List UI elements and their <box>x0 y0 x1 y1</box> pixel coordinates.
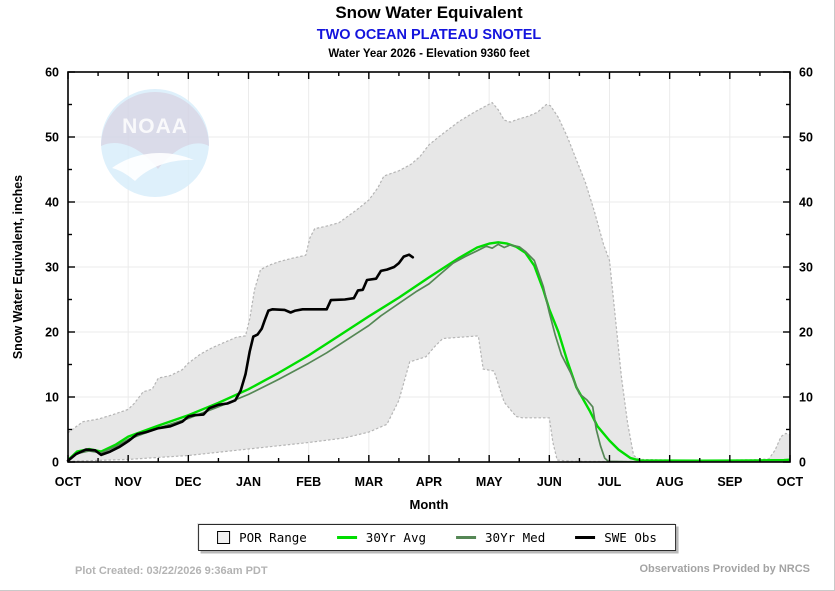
y-tick-label-left: 0 <box>52 456 59 470</box>
y-tick-label-left: 40 <box>45 196 59 210</box>
med-30yr-line <box>67 243 790 463</box>
noaa-logo-watermark: NOAA <box>101 89 209 197</box>
line-swatch <box>336 536 357 539</box>
x-tick-label: AUG <box>656 475 684 489</box>
x-axis-title: Month <box>409 497 449 512</box>
y-tick-label-right: 60 <box>799 66 813 80</box>
y-tick-label-right: 50 <box>799 131 813 145</box>
swe-obs-line <box>66 253 415 463</box>
x-tick-label: MAR <box>355 475 383 489</box>
x-tick-label: DEC <box>175 475 201 489</box>
legend-label: SWE Obs <box>604 530 657 545</box>
y-tick-label-left: 10 <box>45 391 59 405</box>
x-tick-label: SEP <box>717 475 742 489</box>
legend-label: 30Yr Avg <box>365 530 427 545</box>
por-range-min-line <box>67 335 791 463</box>
data-layer <box>66 101 791 463</box>
y-tick-label-left: 60 <box>45 66 59 80</box>
x-tick-label: JUL <box>598 475 622 489</box>
legend-item-30yr-avg: 30Yr Avg <box>336 530 427 545</box>
legend-label: POR Range <box>239 530 307 545</box>
swe-chart: NOAA 0 0 10 10 20 20 30 30 40 40 50 50 60 60 OCT NOV DEC… <box>45 66 813 490</box>
station-name: TWO OCEAN PLATEAU SNOTEL <box>316 27 542 43</box>
line-swatch <box>575 536 596 539</box>
legend-item-por-range: POR Range <box>217 530 307 545</box>
water-year-elevation: Water Year 2026 - Elevation 9360 feet <box>328 48 530 60</box>
noaa-watermark-text: NOAA <box>122 115 188 138</box>
y-tick-label-right: 30 <box>799 261 813 275</box>
avg-30yr-line <box>67 241 791 462</box>
x-tick-label: JAN <box>236 475 261 489</box>
x-tick-label: JUN <box>537 475 562 489</box>
x-tick-label: OCT <box>55 475 82 489</box>
por-range-max-line <box>67 101 791 461</box>
legend-label: 30Yr Med <box>485 530 546 545</box>
y-tick-label-left: 30 <box>45 261 59 275</box>
x-tick-label: FEB <box>296 475 321 489</box>
plot-created-timestamp: Plot Created: 03/22/2026 9:36am PDT <box>75 565 268 577</box>
por-range-area <box>68 102 790 462</box>
x-tick-label: APR <box>416 475 442 489</box>
x-tick-label: MAY <box>476 475 503 489</box>
y-tick-label-left: 20 <box>45 326 59 340</box>
y-tick-label-right: 40 <box>799 196 813 210</box>
por-range-swatch <box>217 531 231 544</box>
line-swatch <box>456 536 477 539</box>
x-tick-label: NOV <box>115 475 143 489</box>
legend-item-swe-obs: SWE Obs <box>575 530 657 545</box>
chart-legend: POR Range 30Yr Avg 30Yr Med SWE Obs <box>198 524 676 551</box>
legend-item-30yr-med: 30Yr Med <box>456 530 545 545</box>
y-tick-label-right: 20 <box>799 326 813 340</box>
y-tick-label-right: 0 <box>799 456 806 470</box>
observations-provider: Observations Provided by NRCS <box>639 563 810 575</box>
y-tick-label-left: 50 <box>45 131 59 145</box>
x-tick-label: OCT <box>777 475 804 489</box>
page-title: Snow Water Equivalent <box>335 3 523 22</box>
y-tick-label-right: 10 <box>799 391 813 405</box>
axis-layer: 0 0 10 10 20 20 30 30 40 40 50 50 60 60 OCT NOV DEC JAN FE… <box>45 66 813 490</box>
